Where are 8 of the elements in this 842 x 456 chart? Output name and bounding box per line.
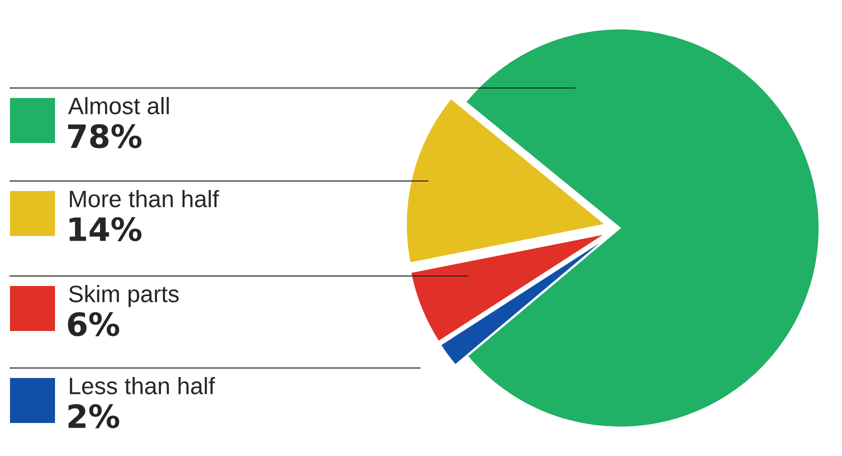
data-label: 14% [70, 217, 142, 242]
legend-label: More than half [70, 190, 219, 208]
data-label: 78% [68, 124, 142, 148]
data-label: 6% [68, 312, 120, 336]
legend-label: Skim parts [69, 284, 179, 308]
legend-label: Almost all [68, 96, 169, 114]
data-label: 2% [68, 404, 120, 428]
legend-label: Less than half [70, 376, 216, 394]
